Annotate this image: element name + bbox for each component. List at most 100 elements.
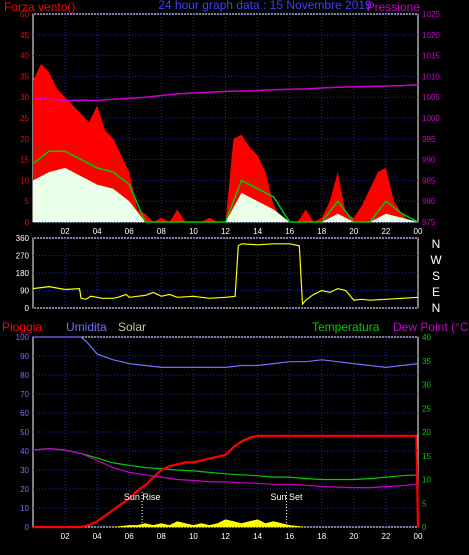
y-tick-label-left-1: 45 [20, 31, 29, 40]
temperature-label: Temperatura [312, 320, 380, 334]
y-tick-label-right-3: 5 [422, 499, 427, 508]
x-tick-label-3: 06 [125, 532, 134, 541]
y-tick-label-right-1: 985 [422, 176, 436, 185]
series-direction [32, 243, 419, 306]
y-tick-label-left-3: 30 [20, 466, 29, 475]
x-tick-label-3: 14 [253, 532, 262, 541]
pressure-axis-label: Pressione [367, 0, 421, 14]
series-humidity [33, 336, 419, 369]
y-tick-label-left-3: 80 [20, 371, 29, 380]
y-tick-label-right-1: 1020 [422, 31, 440, 40]
chart-title: 24 hour graph data : 15 Novembre 2019 [158, 0, 372, 12]
y-tick-label-left-1: 35 [20, 72, 29, 81]
y-tick-label-right-3: 10 [422, 476, 431, 485]
y-tick-label-left-3: 50 [20, 428, 29, 437]
compass-label-e: E [432, 285, 440, 299]
y-tick-label-left-1: 50 [20, 10, 29, 19]
compass-label-n-bottom: N [432, 301, 441, 315]
tick-layer: 0510152025303540455097598098599099510001… [16, 10, 441, 541]
series-pressure [32, 83, 419, 102]
rain-label: Pioggia [2, 320, 42, 334]
y-tick-label-left-1: 40 [20, 52, 29, 61]
x-tick-label-3: 12 [221, 532, 230, 541]
x-tick-label-1: 20 [349, 227, 358, 236]
y-tick-label-right-3: 30 [422, 381, 431, 390]
compass-label-s: S [432, 269, 440, 283]
x-tick-label-3: 10 [189, 532, 198, 541]
x-tick-label-3: 04 [93, 532, 102, 541]
y-tick-label-right-1: 1025 [422, 10, 440, 19]
x-tick-label-1: 02 [61, 227, 70, 236]
dewpoint-label: Dew Point (°C) [393, 320, 469, 334]
y-tick-label-right-3: 15 [422, 452, 431, 461]
series-layer [32, 63, 420, 529]
y-tick-label-left-3: 60 [20, 409, 29, 418]
y-tick-label-left-2: 360 [16, 234, 30, 243]
y-tick-label-right-3: 35 [422, 357, 431, 366]
x-tick-label-1: 18 [317, 227, 326, 236]
y-tick-label-left-3: 20 [20, 485, 29, 494]
x-tick-label-3: 16 [285, 532, 294, 541]
y-tick-label-left-1: 15 [20, 156, 29, 165]
y-tick-label-left-3: 10 [20, 504, 29, 513]
y-tick-label-left-2: 90 [20, 287, 29, 296]
y-tick-label-left-3: 90 [20, 352, 29, 361]
x-tick-label-3: 02 [61, 532, 70, 541]
x-tick-label-3: 22 [381, 532, 390, 541]
series-wind-average [32, 150, 419, 223]
sunset-label: Sun Set [270, 492, 303, 502]
y-tick-label-left-2: 0 [25, 304, 30, 313]
y-tick-label-right-1: 1010 [422, 72, 440, 81]
y-tick-label-right-1: 995 [422, 135, 436, 144]
y-tick-label-right-1: 1000 [422, 114, 440, 123]
y-tick-label-right-1: 990 [422, 156, 436, 165]
y-tick-label-left-3: 40 [20, 447, 29, 456]
y-tick-label-right-1: 975 [422, 218, 436, 227]
x-tick-label-1: 06 [125, 227, 134, 236]
grid-layer [33, 13, 418, 528]
y-tick-label-right-3: 0 [422, 523, 427, 532]
y-tick-label-right-3: 25 [422, 404, 431, 413]
series-wind-speed [33, 167, 418, 222]
compass-label-w: W [430, 253, 442, 267]
x-tick-label-1: 04 [93, 227, 102, 236]
x-tick-label-3: 08 [157, 532, 166, 541]
x-tick-label-3: 00 [414, 532, 423, 541]
y-tick-label-left-3: 70 [20, 390, 29, 399]
x-tick-label-3: 20 [349, 532, 358, 541]
y-tick-label-left-1: 20 [20, 135, 29, 144]
x-tick-label-3: 18 [317, 532, 326, 541]
wind-axis-label: Forza vento() [4, 0, 75, 14]
compass-label-n-top: N [432, 237, 441, 251]
y-tick-label-right-1: 980 [422, 197, 436, 206]
x-tick-label-1: 14 [253, 227, 262, 236]
y-tick-label-right-1: 1005 [422, 93, 440, 102]
y-tick-label-left-3: 0 [25, 523, 30, 532]
x-tick-label-1: 16 [285, 227, 294, 236]
solar-label: Solar [118, 320, 146, 334]
y-tick-label-left-1: 5 [25, 197, 30, 206]
x-tick-label-1: 10 [189, 227, 198, 236]
series-wind-gust [33, 63, 418, 223]
y-tick-label-left-2: 180 [16, 269, 30, 278]
series-temperature [32, 447, 419, 481]
x-tick-label-1: 08 [157, 227, 166, 236]
y-tick-label-left-2: 270 [16, 252, 30, 261]
series-solar [33, 519, 418, 527]
humidity-label: Umidita [66, 320, 107, 334]
x-tick-label-1: 12 [221, 227, 230, 236]
y-tick-label-left-1: 0 [25, 218, 30, 227]
y-tick-label-right-3: 40 [422, 333, 431, 342]
sunrise-label: Sun Rise [124, 492, 161, 502]
y-tick-label-right-3: 20 [422, 428, 431, 437]
series-rain [33, 434, 420, 529]
y-tick-label-left-1: 30 [20, 93, 29, 102]
y-tick-label-right-1: 1015 [422, 52, 440, 61]
y-tick-label-left-3: 100 [16, 333, 30, 342]
y-tick-label-left-1: 10 [20, 176, 29, 185]
series-dewpoint [32, 447, 419, 489]
y-tick-label-left-1: 25 [20, 114, 29, 123]
x-tick-label-1: 22 [381, 227, 390, 236]
x-tick-label-1: 00 [414, 227, 423, 236]
